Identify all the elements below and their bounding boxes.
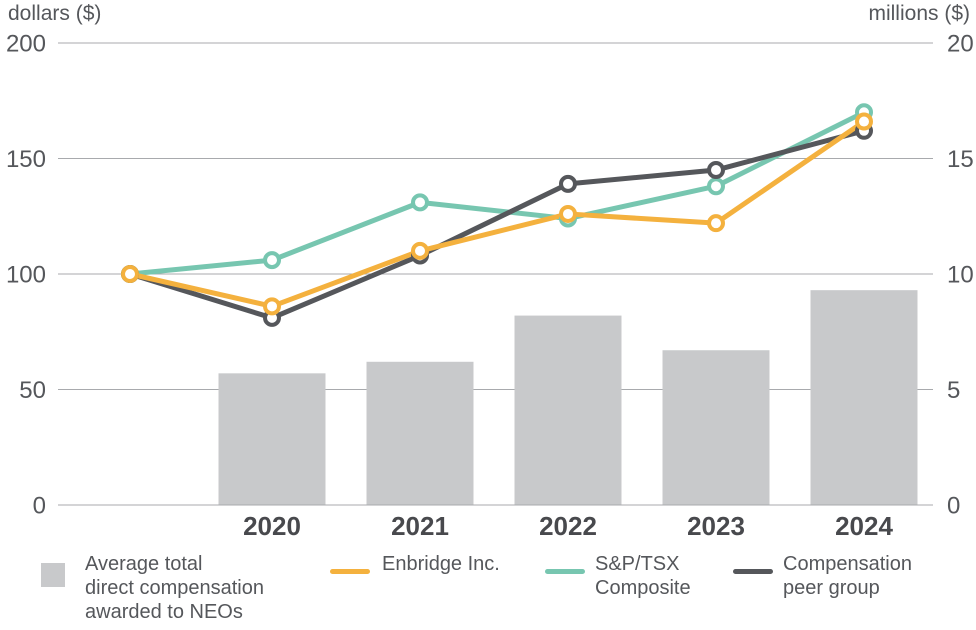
left-axis-tick-0: 0 bbox=[33, 492, 46, 519]
legend-label-line: peer group bbox=[783, 577, 880, 599]
marker-enbridge-2020 bbox=[263, 297, 281, 316]
right-axis-tick-20: 20 bbox=[947, 30, 974, 57]
left-axis-title: dollars ($) bbox=[8, 2, 102, 25]
x-axis-label-2020: 2020 bbox=[243, 511, 301, 541]
marker-peer-2022 bbox=[559, 174, 577, 193]
bar-2021 bbox=[366, 361, 474, 505]
right-axis-tick-15: 15 bbox=[947, 146, 974, 173]
legend-label-line: Composite bbox=[595, 577, 691, 599]
line-enbridge bbox=[127, 119, 867, 309]
x-axis-label-2024: 2024 bbox=[835, 511, 893, 541]
x-axis-label-2022: 2022 bbox=[539, 511, 597, 541]
marker-enbridge-2022 bbox=[559, 204, 577, 223]
marker-tsx-2020 bbox=[263, 251, 281, 270]
legend-label-line: S&P/TSX bbox=[595, 553, 680, 575]
marker-tsx-2021 bbox=[411, 193, 429, 212]
marker-enbridge-start bbox=[121, 265, 139, 283]
legend-swatch-bar bbox=[41, 563, 65, 587]
marker-enbridge-2021 bbox=[411, 241, 429, 260]
legend-label-line: direct compensation bbox=[85, 577, 264, 599]
line-peer bbox=[127, 128, 867, 321]
legend-label-line: Compensation bbox=[783, 553, 912, 575]
left-axis-tick-200: 200 bbox=[6, 30, 46, 57]
legend-swatch-peer bbox=[733, 569, 773, 574]
marker-enbridge-2024 bbox=[855, 112, 873, 131]
left-axis-tick-100: 100 bbox=[6, 261, 46, 288]
x-axis-label-2021: 2021 bbox=[391, 511, 449, 541]
bar-2020 bbox=[218, 373, 326, 505]
bar-2023 bbox=[662, 350, 770, 505]
legend-label-peer: Compensation peer group bbox=[783, 552, 912, 600]
legend: Average total direct compensation awarded … bbox=[0, 548, 976, 630]
legend-swatch-enbridge bbox=[330, 569, 370, 574]
legend-label-enbridge: Enbridge Inc. bbox=[382, 552, 500, 576]
legend-label-line: Average total bbox=[85, 553, 203, 575]
left-axis-tick-50: 50 bbox=[19, 377, 46, 404]
marker-enbridge-2023 bbox=[707, 214, 725, 233]
line-tsx bbox=[127, 109, 867, 277]
right-axis-tick-0: 0 bbox=[947, 492, 960, 519]
marker-peer-2023 bbox=[707, 161, 725, 180]
legend-label-line: awarded to NEOs bbox=[85, 601, 243, 623]
right-axis-tick-5: 5 bbox=[947, 377, 960, 404]
bar-2024 bbox=[810, 290, 918, 505]
x-axis-label-2023: 2023 bbox=[687, 511, 745, 541]
bar-2022 bbox=[514, 315, 622, 505]
marker-tsx-2023 bbox=[707, 177, 725, 196]
legend-label-line: Enbridge Inc. bbox=[382, 553, 500, 575]
legend-label-bar: Average total direct compensation awarded … bbox=[85, 552, 264, 624]
legend-label-tsx: S&P/TSX Composite bbox=[595, 552, 691, 600]
legend-swatch-tsx bbox=[545, 569, 585, 574]
right-axis-title: millions ($) bbox=[868, 2, 970, 25]
right-axis-tick-10: 10 bbox=[947, 261, 974, 288]
left-axis-tick-150: 150 bbox=[6, 146, 46, 173]
